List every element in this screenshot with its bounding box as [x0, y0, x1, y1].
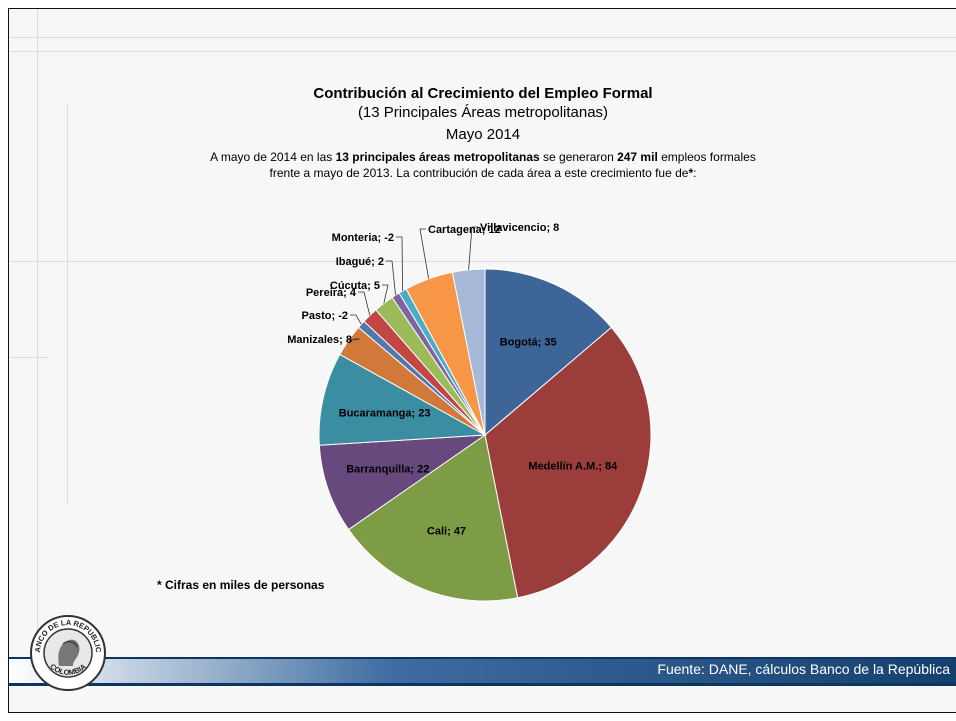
pie-slice-2	[347, 434, 519, 602]
deco-line	[9, 37, 956, 38]
footer-bar	[9, 657, 956, 686]
slice-label-7: Pereira; 4	[306, 287, 357, 299]
leader-line-5	[348, 338, 361, 341]
leader-line-7	[358, 291, 371, 316]
pie-slice-3	[318, 434, 487, 531]
leader-line-10	[396, 236, 403, 291]
slice-label-10: Monteria; -2	[332, 232, 394, 244]
deco-line	[37, 9, 38, 639]
leader-line-12	[468, 226, 478, 270]
banco-seal-logo: BANCO DE LA REPUBLICA COLOMBIA	[29, 614, 106, 691]
leader-line-6	[350, 314, 362, 325]
deco-line	[67, 104, 68, 504]
slide: Contribución al Crecimiento del Empleo F…	[8, 8, 956, 713]
slice-label-12: Villavicencio; 8	[480, 222, 559, 234]
pie-chart: Bogotá; 35 Medellín A.M.; 84 Cali; 47 Barra…	[287, 222, 652, 602]
leader-line-11	[419, 228, 430, 279]
slice-label-4: Bucaramanga; 23	[339, 407, 431, 419]
deco-line	[9, 51, 956, 52]
description-line-2: frente a mayo de 2013. La contribución d…	[269, 166, 697, 180]
chart-title: Contribución al Crecimiento del Empleo F…	[313, 85, 653, 102]
slice-label-5: Manizales; 8	[287, 334, 352, 346]
slice-label-2: Cali; 47	[427, 525, 466, 537]
deco-line	[9, 261, 956, 262]
footnote: * Cifras en miles de personas	[157, 578, 325, 592]
pie-slices	[318, 268, 652, 602]
leader-lines	[348, 226, 478, 341]
pie-slice-4	[318, 353, 487, 446]
pie-slice-1	[484, 326, 652, 599]
slice-label-8: Cúcuta; 5	[330, 280, 380, 292]
slice-label-9: Ibagué; 2	[336, 256, 384, 268]
slice-label-1: Medellín A.M.; 84	[528, 460, 618, 472]
slice-label-11: Cartagena; 12	[428, 224, 501, 236]
chart-period: Mayo 2014	[445, 126, 521, 143]
pie-slice-12	[451, 268, 486, 436]
leader-line-8	[382, 284, 389, 304]
chart-subtitle: (13 Principales Áreas metropolitanas)	[357, 104, 609, 121]
source-text: Fuente: DANE, cálculos Banco de la Repúb…	[657, 661, 950, 677]
leader-line-9	[386, 260, 396, 296]
pie-slice-0	[484, 268, 613, 437]
slice-labels: Bogotá; 35 Medellín A.M.; 84 Cali; 47 Barra…	[287, 222, 618, 537]
deco-line	[9, 357, 49, 358]
slice-label-0: Bogotá; 35	[500, 337, 557, 349]
svg-text:COLOMBIA: COLOMBIA	[48, 662, 88, 678]
slice-label-6: Pasto; -2	[302, 310, 348, 322]
description-line-1: A mayo de 2014 en las 13 principales áre…	[210, 150, 756, 164]
slice-label-3: Barranquilla; 22	[346, 464, 429, 476]
